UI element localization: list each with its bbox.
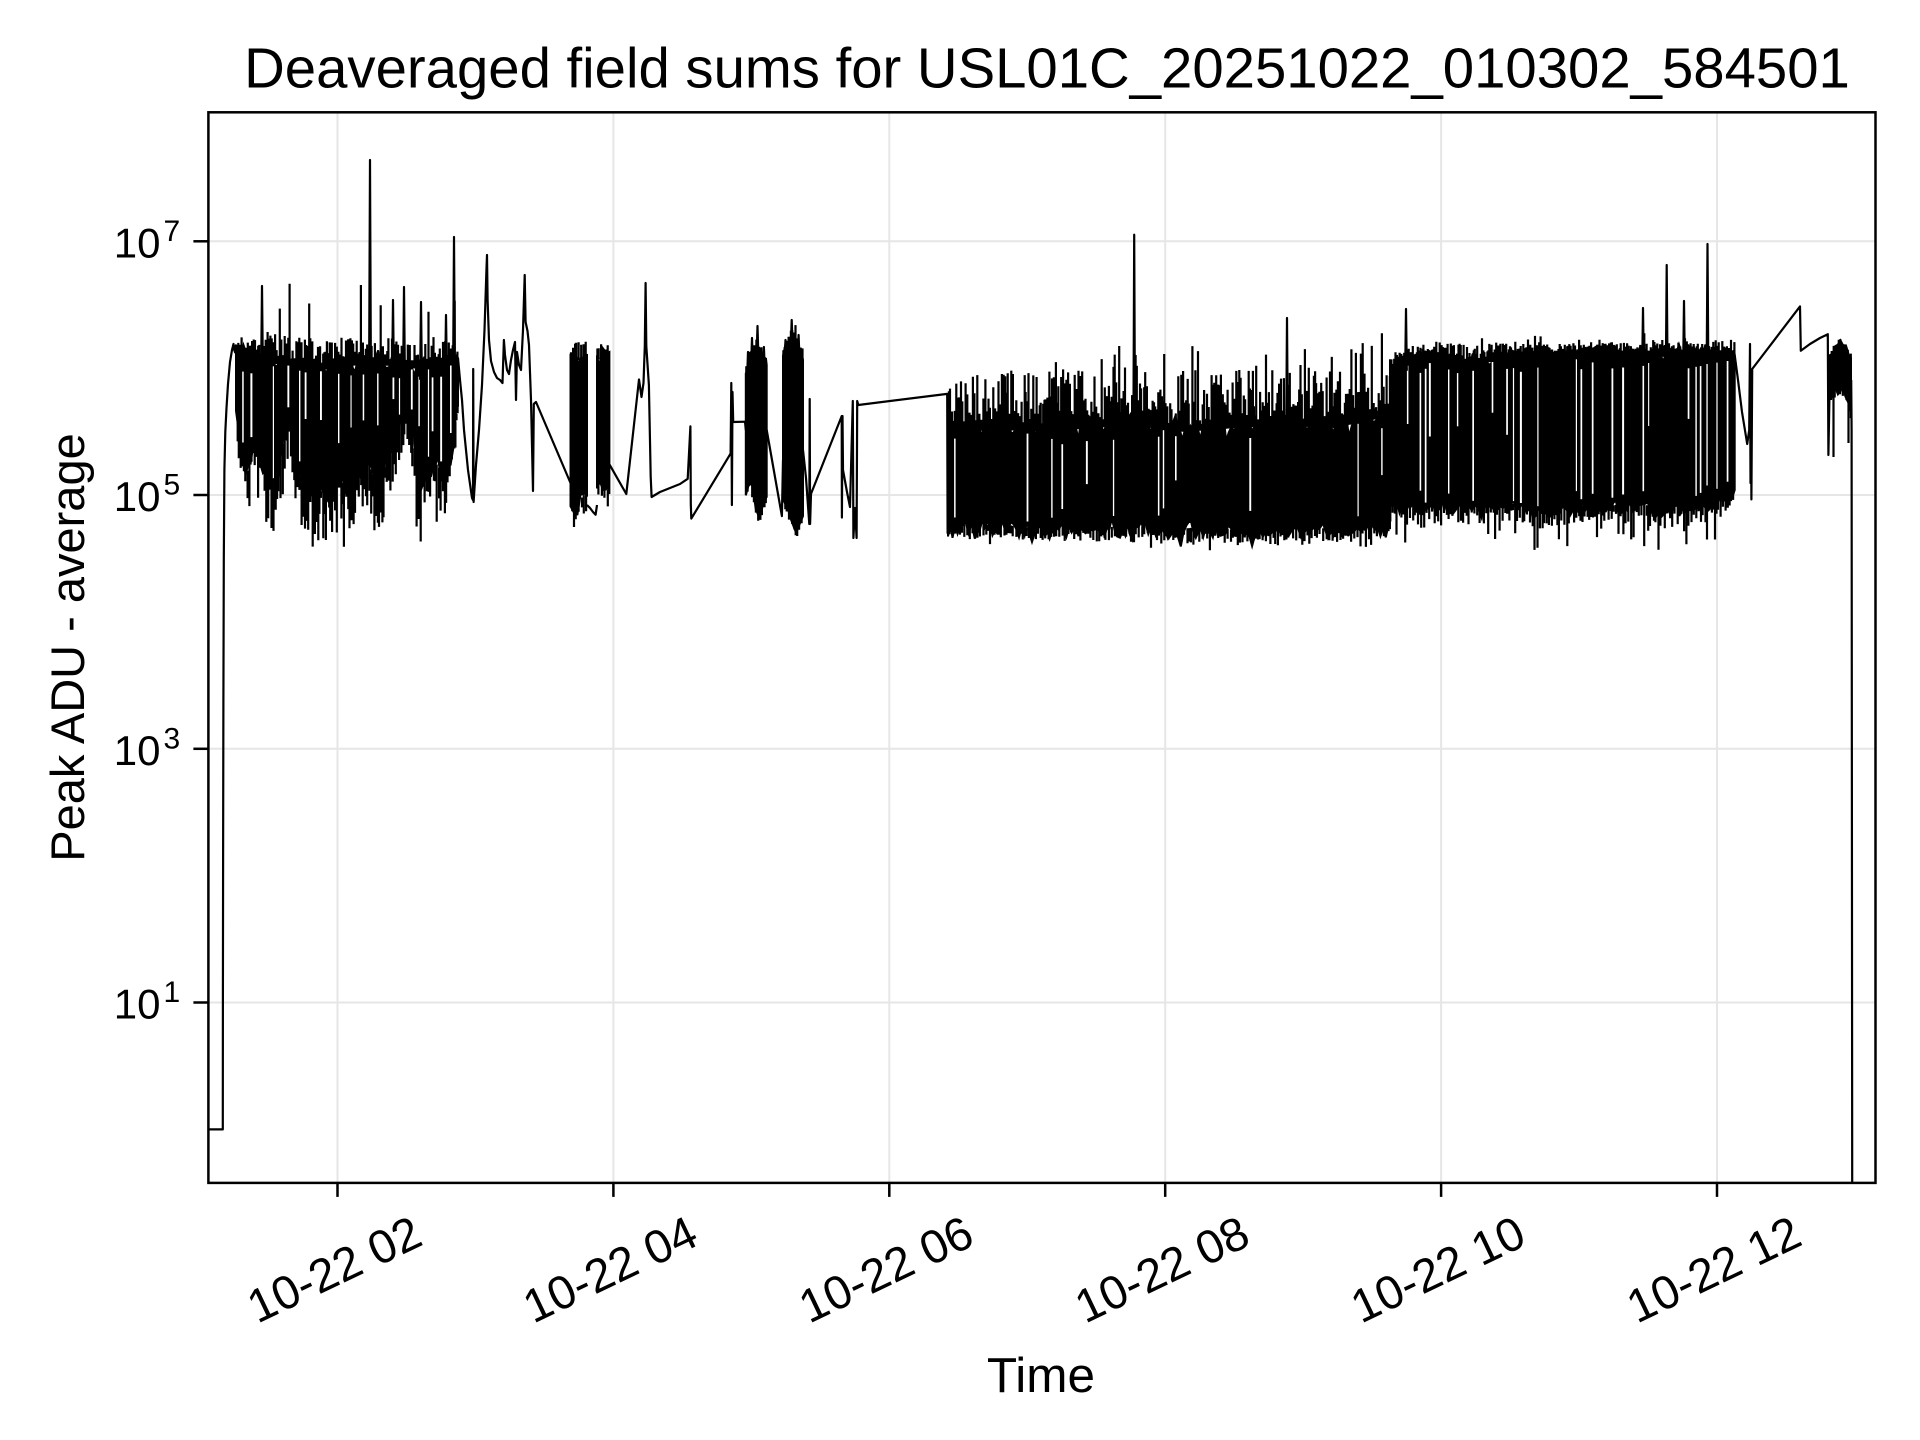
svg-text:7: 7 [164, 215, 181, 248]
svg-text:10: 10 [114, 219, 161, 266]
svg-text:10: 10 [114, 981, 161, 1028]
svg-text:Time: Time [987, 1348, 1095, 1403]
svg-text:1: 1 [164, 976, 181, 1009]
svg-text:10: 10 [114, 473, 161, 520]
svg-text:Peak ADU - average: Peak ADU - average [41, 433, 94, 861]
svg-text:5: 5 [164, 469, 181, 502]
svg-text:10: 10 [114, 727, 161, 774]
svg-text:3: 3 [164, 722, 181, 755]
svg-text:Deaveraged field sums for USL0: Deaveraged field sums for USL01C_2025102… [244, 37, 1850, 100]
